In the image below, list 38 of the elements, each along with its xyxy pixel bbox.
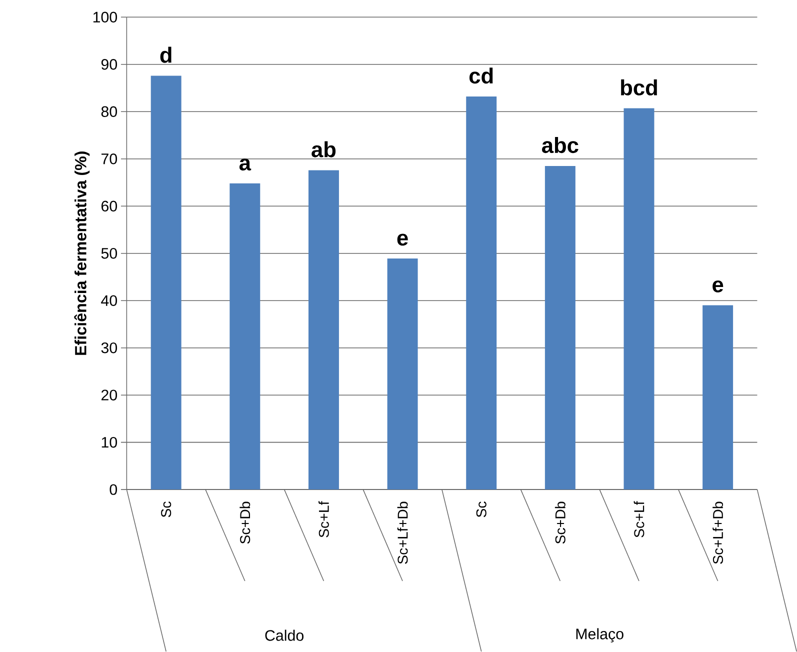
y-tick-label: 60: [102, 200, 118, 212]
y-tick-label: 50: [101, 248, 118, 259]
y-tick-label: 80: [101, 106, 118, 118]
data-label: cd: [469, 68, 493, 84]
y-tick-label: 70: [102, 154, 118, 164]
data-label: bcd: [621, 79, 657, 96]
data-label: e: [712, 280, 724, 292]
x-tick-label: Sc+Lf: [318, 501, 329, 538]
x-tick-label: Sc+Lf+Db: [712, 502, 724, 564]
y-tick-label: 90: [101, 59, 118, 70]
bar: [702, 305, 734, 490]
bar: [230, 183, 260, 490]
y-axis-title: Eficiência fermentativa (%): [74, 152, 90, 355]
y-tick-label: 20: [101, 390, 118, 401]
x-tick-label: Sc+Lf: [634, 501, 644, 538]
text: Caldo: [265, 630, 304, 641]
x-tick-label: Sc+Db: [554, 502, 566, 544]
x-tick-label: Sc: [476, 502, 486, 518]
y-tick-label: 100: [93, 12, 118, 23]
data-label: a: [239, 158, 252, 171]
data-label: ab: [312, 141, 336, 158]
x-tick-label: Sc+Lf+Db: [397, 502, 408, 564]
data-label: abc: [542, 137, 578, 154]
text: Melaço: [576, 628, 624, 642]
data-label: e: [397, 234, 408, 246]
bar: [150, 76, 182, 490]
x-tick-label: Sc: [161, 502, 172, 518]
x-tick-label: Sc+Db: [240, 502, 250, 544]
y-tick-label: 0: [110, 484, 118, 495]
y-tick-label: 10: [102, 437, 118, 448]
data-label: d: [160, 46, 172, 63]
y-tick-label: 40: [101, 295, 118, 306]
y-tick-label: 30: [101, 342, 118, 354]
bar: [308, 170, 339, 490]
bar: [624, 108, 654, 490]
bar: [387, 258, 418, 490]
bar: [544, 166, 576, 490]
bar: [466, 96, 497, 490]
